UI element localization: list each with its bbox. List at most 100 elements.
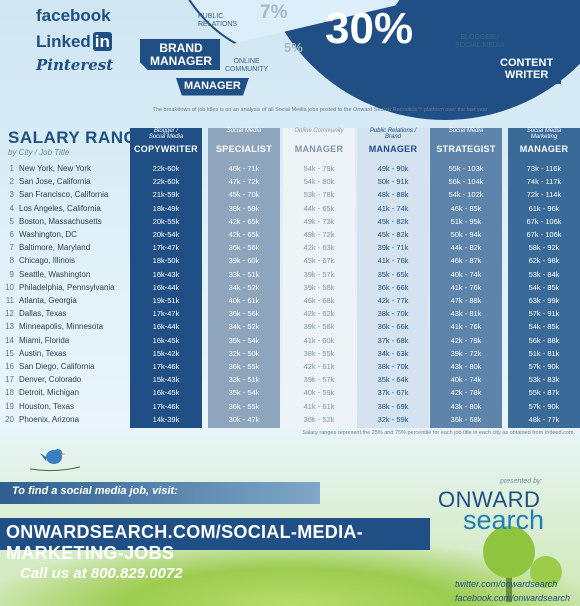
facebook-link[interactable]: facebook.com/onwardsearch xyxy=(455,593,571,603)
salary-cell: 42k - 63k xyxy=(303,243,335,253)
salary-cell: 17k-47k xyxy=(152,309,180,319)
salary-cell: 74k - 117k xyxy=(526,177,562,187)
salary-cell: 49k - 90k xyxy=(377,164,409,173)
salary-note: Salary ranges represent the 25% and 75% … xyxy=(302,430,575,436)
table-row-city: 8 Chicago, Illinois xyxy=(0,254,75,267)
salary-cell: 35k - 54k xyxy=(228,388,260,398)
table-row-city: 5 Boston, Massachusetts xyxy=(0,215,102,228)
salary-cell: 36k - 56k xyxy=(228,309,260,319)
salary-cell: 43k - 81k xyxy=(450,309,482,319)
city-name: Chicago, Illinois xyxy=(19,256,76,266)
salary-column-0 xyxy=(130,128,202,428)
salary-column-5 xyxy=(508,128,580,428)
salary-cell: 54k - 85k xyxy=(528,282,560,292)
salary-column-header: Online Community MANAGER xyxy=(283,128,355,162)
city-name: Boston, Massachusetts xyxy=(19,216,102,226)
job-visit-banner: To find a social media job, visit: xyxy=(0,482,320,504)
table-row-city: 17 Denver, Colorado xyxy=(0,373,81,386)
salary-column-2 xyxy=(283,128,355,428)
salary-cell: 36k - 66k xyxy=(377,282,409,292)
row-number: 16 xyxy=(5,362,14,371)
salary-cell: 36k - 56k xyxy=(228,243,260,253)
salary-cell: 36k - 55k xyxy=(228,401,260,411)
pie-percent-7: 7% xyxy=(260,2,288,23)
jobs-url-link[interactable]: ONWARDSEARCH.COM/SOCIAL-MEDIA-MARKETING-… xyxy=(6,522,363,563)
salary-column-3 xyxy=(357,128,429,428)
salary-cell: 38k - 69k xyxy=(377,401,409,411)
row-number: 14 xyxy=(5,335,14,345)
salary-cell: 16k-44k xyxy=(152,282,180,292)
salary-cell: 57k - 90k xyxy=(528,401,560,411)
salary-cell: 45k - 70k xyxy=(228,190,260,200)
salary-cell: 58k - 92k xyxy=(528,243,560,253)
twitter-link[interactable]: twitter.com/onwardsearch xyxy=(455,579,558,589)
salary-cell: 36k - 55k xyxy=(228,362,260,371)
facebook-logo[interactable]: facebook xyxy=(36,6,111,25)
row-number: 6 xyxy=(9,230,14,239)
salary-cell: 34k - 52k xyxy=(228,322,260,332)
row-number: 5 xyxy=(9,216,14,226)
table-row-city: 6 Washington, DC xyxy=(0,228,77,241)
salary-cell: 18k-49k xyxy=(152,203,180,213)
salary-cell: 32k - 50k xyxy=(228,348,260,358)
salary-cell: 51k - 95k xyxy=(450,216,482,226)
salary-cell: 19k-51k xyxy=(152,296,180,305)
row-number: 20 xyxy=(5,414,14,424)
table-row-city: 4 Los Angeles, California xyxy=(0,202,101,215)
city-name: Houston, Texas xyxy=(19,401,74,411)
phone-number[interactable]: 800.829.0072 xyxy=(90,565,183,582)
table-row-city: 15 Austin, Texas xyxy=(0,347,66,360)
salary-cell: 73k - 116k xyxy=(526,164,562,173)
column-role-label: Social Media xyxy=(448,128,484,134)
salary-cell: 41k - 74k xyxy=(377,203,409,213)
salary-cell: 55k - 87k xyxy=(528,388,560,398)
salary-cell: 54k - 80k xyxy=(303,177,335,187)
breakdown-note: The breakdown of job titles is on an ana… xyxy=(152,107,488,113)
row-number: 18 xyxy=(5,388,14,398)
row-number: 7 xyxy=(9,243,14,253)
salary-cell: 55k - 103k xyxy=(448,164,484,173)
table-row-city: 13 Minneapolis, Minnesota xyxy=(0,320,103,333)
salary-cell: 45k - 67k xyxy=(303,256,335,266)
linkedin-logo[interactable]: Linked in xyxy=(36,32,112,52)
salary-cell: 44k - 82k xyxy=(450,243,482,253)
salary-cell: 34k - 52k xyxy=(228,282,260,292)
pinterest-logo[interactable]: Pinterest xyxy=(36,56,114,74)
salary-cell: 42k - 65k xyxy=(228,230,260,239)
salary-cell: 47k - 88k xyxy=(450,296,482,305)
salary-cell: 39k - 57k xyxy=(303,375,335,385)
table-row-city: 9 Seattle, Washington xyxy=(0,268,91,281)
salary-cell: 48k - 77k xyxy=(528,414,560,424)
salary-cell: 42k - 79k xyxy=(450,335,482,345)
linkedin-in-badge: in xyxy=(92,32,112,51)
salary-cell: 33k - 51k xyxy=(228,269,260,279)
salary-cell: 53k - 84k xyxy=(528,269,560,279)
salary-cell: 14k-39k xyxy=(152,414,180,424)
url-banner[interactable]: ONWARDSEARCH.COM/SOCIAL-MEDIA-MARKETING-… xyxy=(0,518,430,563)
salary-cell: 38k - 59k xyxy=(228,203,260,213)
table-row-city: 12 Dallas, Texas xyxy=(0,307,66,320)
salary-cell: 41k - 60k xyxy=(303,335,335,345)
salary-cell: 42k - 78k xyxy=(450,388,482,398)
row-number: 9 xyxy=(9,269,14,279)
salary-cell: 40k - 74k xyxy=(450,269,482,279)
salary-cell: 34k - 63k xyxy=(377,348,409,358)
job-visit-text: To find a social media job, visit: xyxy=(12,485,178,497)
city-name: New York, New York xyxy=(19,164,92,173)
table-row-city: 2 San Jose, California xyxy=(0,175,91,188)
salary-cell: 39k - 57k xyxy=(303,269,335,279)
label-content-writer: CONTENT WRITER xyxy=(492,55,562,85)
city-name: Los Angeles, California xyxy=(19,203,101,213)
city-name: Minneapolis, Minnesota xyxy=(19,322,104,332)
column-title-label: STRATEGIST xyxy=(436,144,496,154)
salary-cell: 50k - 94k xyxy=(450,230,482,239)
salary-cell: 16k-43k xyxy=(152,269,180,279)
salary-cell: 62k - 98k xyxy=(528,256,560,266)
table-row-city: 1 New York, New York xyxy=(0,162,92,175)
salary-cell: 46k - 85k xyxy=(450,203,482,213)
salary-cell: 16k-44k xyxy=(152,322,180,332)
salary-cell: 35k - 54k xyxy=(228,335,260,345)
table-row-city: 20 Phoenix, Arizona xyxy=(0,413,79,426)
salary-cell: 53k - 83k xyxy=(528,375,560,385)
salary-column-4 xyxy=(430,128,502,428)
